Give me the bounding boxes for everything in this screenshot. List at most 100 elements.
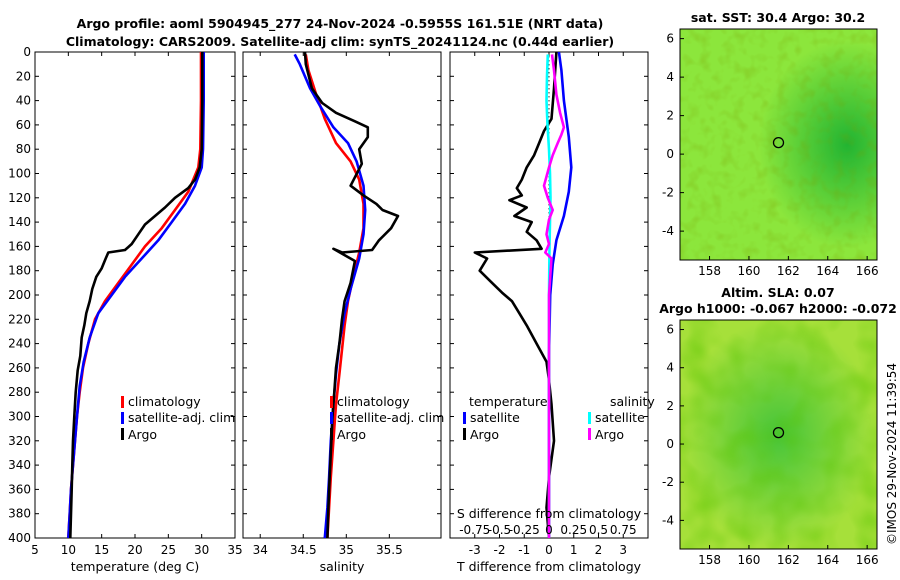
- map-x-tick-label: 164: [816, 553, 839, 567]
- legend-marker-climatology: [121, 396, 124, 408]
- map-y-tick-label: -2: [662, 186, 674, 200]
- temperature-ticks: 0 20 40 60 80 100 120 140 160 180 200 220 240 260 280 3…: [8, 45, 243, 557]
- sla-argo-position-marker: [772, 426, 785, 439]
- temperature-panel: 0 20 40 60 80 100 120 140 160 180 200 220 240 260 280 3…: [8, 45, 243, 574]
- salinity-ticks: 34 34.5 35 35.5: [243, 51, 441, 557]
- legend-argo: Argo: [337, 427, 366, 442]
- temperature-xlabel: temperature (deg C): [71, 559, 200, 574]
- x-tick-label: 0: [545, 543, 553, 557]
- y-tick-label: 60: [16, 118, 31, 132]
- sst-map-title: sat. SST: 30.4 Argo: 30.2: [691, 10, 865, 25]
- temperature-legend: climatology satellite-adj. clim Argo: [121, 394, 235, 442]
- series-argo: [303, 52, 400, 538]
- x-tick-label: 3: [619, 543, 627, 557]
- legend-marker-argo: [121, 428, 124, 440]
- s-diff-tick-label: 0.25: [560, 523, 587, 537]
- figure-title-line1: Argo profile: aoml 5904945_277 24-Nov-20…: [77, 16, 604, 32]
- y-tick-label: 80: [16, 142, 31, 156]
- legend-s-satellite: satellite: [595, 410, 645, 425]
- x-tick-label: 10: [61, 543, 76, 557]
- map-y-tick-label: 4: [666, 70, 674, 84]
- map-x-tick-label: 160: [737, 264, 760, 278]
- map-x-tick-label: 162: [777, 264, 800, 278]
- y-tick-label: 220: [8, 312, 31, 326]
- y-tick-label: 340: [8, 458, 31, 472]
- y-tick-label: 280: [8, 385, 31, 399]
- sst-map-texture: [680, 29, 877, 260]
- legend-temperature-heading: temperature: [469, 394, 548, 409]
- x-tick-label: 35.5: [376, 543, 403, 557]
- map-y-tick-label: 0: [666, 147, 674, 161]
- x-tick-label: -1: [518, 543, 530, 557]
- temperature-axes-box: [34, 51, 236, 539]
- x-tick-label: 5: [31, 543, 39, 557]
- x-tick-label: 34.5: [290, 543, 317, 557]
- sla-map-panel: Altim. SLA: 0.07 Argo h1000: -0.067 h200…: [659, 285, 897, 567]
- sst-map-panel: sat. SST: 30.4 Argo: 30.2 158 160 162 164 16…: [662, 10, 879, 278]
- s-diff-tick-label: 0: [545, 523, 553, 537]
- x-tick-label: 35: [227, 543, 242, 557]
- sst-argo-position-marker: [772, 136, 785, 149]
- map-x-tick-label: 166: [856, 264, 879, 278]
- legend-climatology: climatology: [128, 394, 201, 409]
- y-tick-label: 0: [23, 45, 31, 59]
- map-y-tick-label: 6: [666, 32, 674, 46]
- legend-s-argo: Argo: [595, 427, 624, 442]
- s-diff-tick-label: 0.5: [589, 523, 608, 537]
- salinity-xlabel: salinity: [320, 559, 365, 574]
- legend-climatology: climatology: [337, 394, 410, 409]
- legend-t-argo: Argo: [470, 427, 499, 442]
- y-tick-label: 320: [8, 434, 31, 448]
- map-x-tick-label: 158: [698, 553, 721, 567]
- sst-map-ticks: 158 160 162 164 166 -4 -2 0 2 4 6: [662, 32, 879, 278]
- map-y-tick-label: -4: [662, 513, 674, 527]
- map-y-tick-label: -2: [662, 475, 674, 489]
- temperature-lines: [67, 52, 205, 538]
- legend-argo: Argo: [128, 427, 157, 442]
- map-y-tick-label: -4: [662, 224, 674, 238]
- y-tick-label: 260: [8, 361, 31, 375]
- sla-map-title-line2: Argo h1000: -0.067 h2000: -0.072: [659, 301, 897, 316]
- legend-marker-argo: [330, 428, 333, 440]
- series-argo: [69, 52, 204, 538]
- y-tick-label: 300: [8, 410, 31, 424]
- map-x-tick-label: 164: [816, 264, 839, 278]
- sla-map-frame: [679, 319, 878, 550]
- map-x-tick-label: 160: [737, 553, 760, 567]
- map-y-tick-label: 0: [666, 437, 674, 451]
- y-tick-label: 180: [8, 264, 31, 278]
- x-tick-label: 35: [339, 543, 354, 557]
- salinity-axes-box: [242, 51, 442, 539]
- s-difference-ticks: -0.75-0.5-0.25 0 0.25 0.5 0.75: [459, 523, 636, 537]
- legend-marker-s-argo: [588, 428, 591, 440]
- x-tick-label: 25: [161, 543, 176, 557]
- y-tick-label: 160: [8, 239, 31, 253]
- sla-map-ticks: 158 160 162 164 166 -4 -2 0 2 4 6: [662, 323, 879, 567]
- figure-title-line2: Climatology: CARS2009. Satellite-adj cli…: [66, 34, 614, 50]
- legend-marker-s-satellite: [588, 412, 591, 424]
- map-y-tick-label: 2: [666, 109, 674, 123]
- salinity-legend: climatology satellite-adj. clim Argo: [330, 394, 444, 442]
- legend-marker-climatology: [330, 396, 333, 408]
- x-tick-label: 20: [127, 543, 142, 557]
- difference-xlabel: T difference from climatology: [456, 559, 642, 574]
- map-y-tick-label: 6: [666, 323, 674, 337]
- y-tick-label: 140: [8, 215, 31, 229]
- y-tick-label: 400: [8, 531, 31, 545]
- y-tick-label: 120: [8, 191, 31, 205]
- difference-panel: -3 -2 -1 0 1 2 3 T difference from climatology…: [449, 51, 655, 574]
- sla-map-title-line1: Altim. SLA: 0.07: [721, 285, 834, 300]
- difference-legend: temperature salinity satellite Argo sate…: [463, 394, 655, 442]
- x-tick-label: 34: [253, 543, 268, 557]
- x-tick-label: 1: [570, 543, 578, 557]
- x-tick-label: -3: [469, 543, 481, 557]
- y-tick-label: 100: [8, 167, 31, 181]
- map-x-tick-label: 158: [698, 264, 721, 278]
- x-tick-label: -2: [494, 543, 506, 557]
- timestamp: ©IMOS 29-Nov-2024 11:39:54: [885, 363, 899, 545]
- y-tick-label: 20: [16, 69, 31, 83]
- y-tick-label: 40: [16, 94, 31, 108]
- legend-marker-t-satellite: [463, 412, 466, 424]
- y-tick-label: 360: [8, 482, 31, 496]
